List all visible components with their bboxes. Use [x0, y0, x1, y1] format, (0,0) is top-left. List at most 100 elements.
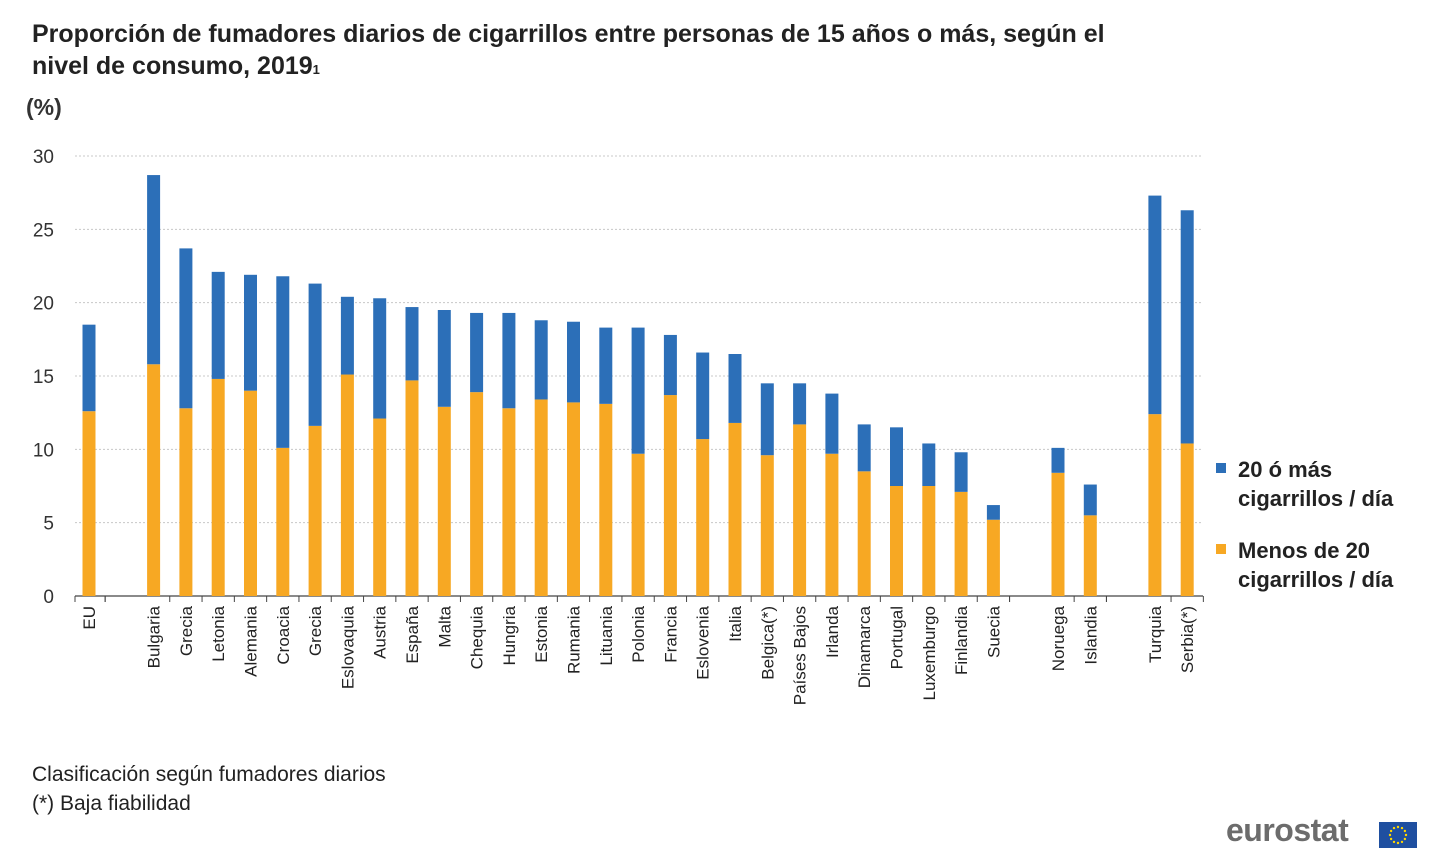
bar-light-16	[631, 453, 645, 596]
bar-light-11	[470, 392, 484, 596]
bar-heavy-22	[825, 393, 839, 454]
bar-heavy-10	[437, 310, 451, 407]
bar-light-17	[663, 395, 677, 596]
title-footnote-marker: 1	[312, 62, 320, 77]
x-tick-label: Luxemburgo	[920, 606, 939, 701]
bar-light-3	[211, 378, 225, 596]
bar-light-14	[567, 402, 580, 596]
bar-heavy-28	[1051, 447, 1065, 473]
bar-light-7	[340, 374, 354, 596]
y-tick-label: 0	[43, 587, 54, 608]
x-tick-label: Irlanda	[823, 605, 842, 658]
eurostat-logo: eurostat	[1226, 812, 1349, 848]
bar-light-28	[1051, 472, 1065, 596]
bar-light-18	[696, 439, 710, 596]
x-tick-label: Francia	[661, 605, 680, 662]
bar-light-2	[179, 408, 193, 596]
x-tick-label: Rumania	[565, 605, 584, 674]
x-tick-label: Bulgaria	[145, 605, 164, 668]
x-tick-label: Finlandia	[952, 605, 971, 675]
bar-heavy-15	[599, 327, 613, 404]
bar-heavy-29	[1083, 484, 1097, 516]
x-tick-label: Grecia	[177, 605, 196, 656]
y-tick-label: 15	[33, 367, 54, 388]
bar-heavy-24	[890, 427, 903, 486]
bar-heavy-30	[1148, 195, 1162, 415]
bar-light-25	[922, 486, 936, 596]
bar-heavy-25	[922, 443, 936, 486]
bar-heavy-18	[696, 352, 710, 440]
y-tick-label: 20	[33, 294, 54, 315]
bar-light-13	[534, 399, 548, 596]
bar-heavy-7	[340, 296, 354, 375]
bar-heavy-23	[857, 424, 871, 472]
bar-heavy-5	[276, 276, 290, 448]
bar-light-0	[82, 411, 96, 596]
bar-light-1	[147, 364, 161, 596]
bar-heavy-17	[663, 334, 677, 396]
y-tick-label: 25	[33, 220, 54, 241]
bar-light-8	[373, 418, 387, 596]
x-tick-label: Eslovaquia	[338, 605, 357, 689]
bar-heavy-14	[567, 321, 580, 403]
chart-title-text: Proporción de fumadores diarios de cigar…	[32, 20, 1105, 80]
y-tick-label: 5	[43, 514, 54, 535]
x-tick-label: Malta	[435, 605, 454, 647]
legend-swatch-light	[1216, 544, 1226, 554]
y-unit-label: (%)	[26, 94, 62, 120]
bar-light-21	[793, 424, 807, 596]
bar-light-30	[1148, 414, 1162, 596]
x-tick-label: Polonia	[629, 605, 648, 662]
x-tick-label: Alemania	[242, 605, 261, 676]
x-tick-label: Islandia	[1081, 605, 1100, 664]
bar-heavy-31	[1180, 210, 1194, 444]
bar-light-22	[825, 453, 839, 596]
bar-heavy-13	[534, 320, 548, 400]
x-tick-label: EU	[80, 606, 99, 630]
bar-heavy-21	[793, 383, 807, 425]
bar-heavy-1	[147, 175, 161, 365]
x-tick-label: Suecia	[984, 605, 1003, 658]
bar-light-29	[1083, 515, 1097, 596]
x-tick-label: Croacia	[274, 605, 293, 664]
x-tick-label: Chequia	[468, 605, 487, 669]
x-tick-label: Austria	[371, 605, 390, 658]
x-tick-label: Lituania	[597, 605, 616, 665]
bar-light-15	[599, 403, 613, 596]
y-tick-label: 10	[33, 440, 54, 461]
x-tick-label: Hungria	[500, 605, 519, 665]
bar-light-31	[1180, 443, 1194, 596]
legend-label-heavy: 20 ó más cigarrillos / día	[1238, 457, 1394, 511]
legend-label-light: Menos de 20 cigarrillos / día	[1238, 538, 1394, 592]
x-tick-label: Letonia	[209, 605, 228, 661]
bar-heavy-27	[986, 505, 1000, 520]
bar-heavy-8	[373, 298, 387, 419]
bar-heavy-16	[631, 327, 645, 454]
bar-heavy-12	[502, 312, 516, 409]
bar-light-20	[760, 455, 774, 596]
bar-light-26	[954, 491, 968, 596]
bar-light-12	[502, 408, 516, 596]
eu-flag-icon	[1379, 822, 1417, 848]
bar-heavy-0	[82, 324, 96, 412]
x-tick-label: Portugal	[888, 606, 907, 669]
bar-light-27	[986, 519, 1000, 596]
bar-heavy-4	[244, 274, 257, 391]
bar-heavy-2	[179, 248, 193, 409]
x-tick-label: Serbia(*)	[1178, 606, 1197, 673]
bar-heavy-26	[954, 452, 968, 492]
chart-title: Proporción de fumadores diarios de cigar…	[32, 18, 1132, 82]
x-tick-label: Noruega	[1049, 605, 1068, 671]
bar-heavy-6	[308, 283, 322, 426]
bar-light-24	[890, 486, 903, 596]
legend-swatch-heavy	[1216, 463, 1226, 473]
bar-heavy-3	[211, 271, 225, 379]
bar-light-6	[308, 425, 322, 596]
bar-light-9	[405, 380, 419, 596]
bar-heavy-11	[470, 312, 484, 393]
bar-light-4	[244, 390, 257, 596]
x-tick-label: Países Bajos	[791, 606, 810, 705]
x-tick-label: Estonia	[532, 605, 551, 662]
note-reliability: (*) Baja fiabilidad	[32, 792, 191, 815]
x-tick-label: Italia	[726, 605, 745, 641]
